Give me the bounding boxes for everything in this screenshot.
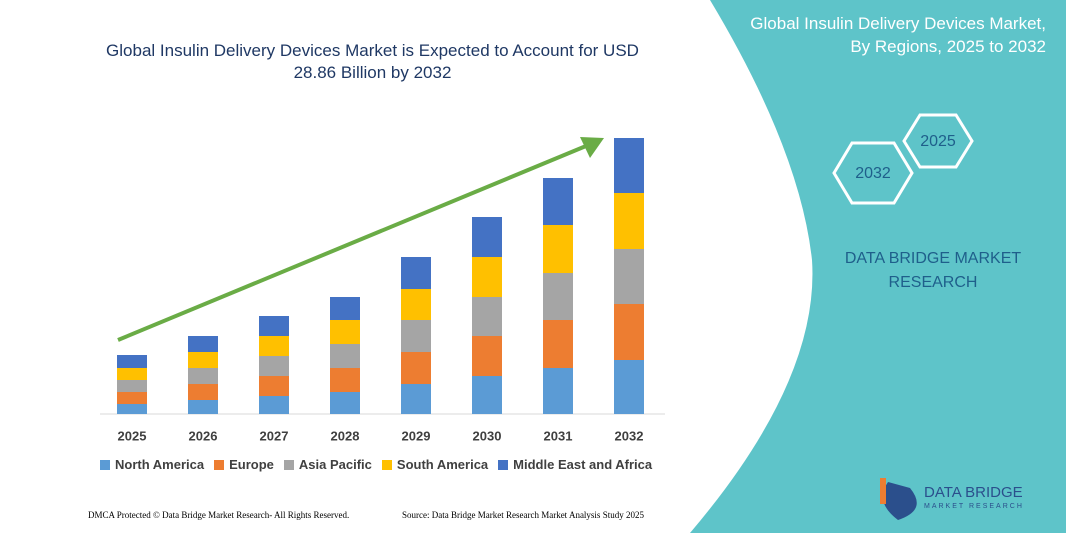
legend-swatch	[100, 459, 110, 470]
bar-segment	[472, 217, 502, 257]
x-tick-label: 2028	[331, 428, 360, 443]
legend-label: Europe	[229, 457, 274, 472]
bar-segment	[401, 257, 431, 289]
bar-segment	[117, 380, 147, 392]
x-tick-label: 2026	[189, 428, 218, 443]
x-tick-label: 2031	[544, 428, 573, 443]
legend-label: North America	[115, 457, 205, 472]
hexagon-label: 2025	[920, 133, 956, 150]
logo-icon	[880, 478, 886, 504]
trend-arrow	[117, 144, 587, 342]
x-tick-label: 2030	[473, 428, 502, 443]
footer-right: Source: Data Bridge Market Research Mark…	[402, 510, 644, 520]
legend-swatch	[498, 459, 509, 470]
bar-segment	[543, 225, 573, 273]
legend-item: Middle East and Africa	[498, 457, 652, 472]
bar-segment	[472, 376, 502, 414]
legend-label: South America	[396, 457, 489, 472]
legend-label: Middle East and Africa	[513, 457, 653, 472]
footer-left: DMCA Protected © Data Bridge Market Rese…	[88, 510, 350, 520]
hexagon	[832, 141, 914, 205]
arrow-head	[580, 137, 604, 158]
bar-segment	[188, 384, 218, 400]
bar-segment	[401, 384, 431, 414]
bar-segment	[117, 355, 147, 368]
bar-segment	[330, 320, 360, 344]
bar-segment	[614, 193, 644, 249]
bar-segment	[259, 356, 289, 376]
x-tick-label: 2025	[118, 428, 147, 443]
bar-segment	[259, 316, 289, 336]
x-tick-label: 2032	[615, 428, 644, 443]
x-tick-label: 2029	[402, 428, 431, 443]
logo-name: DATA BRIDGE	[924, 484, 1023, 501]
bar-segment	[259, 396, 289, 414]
bar-segment	[401, 320, 431, 352]
bar-segment	[543, 273, 573, 320]
bar-segment	[259, 336, 289, 356]
bar-segment	[117, 392, 147, 404]
legend-item: Asia Pacific	[283, 457, 372, 472]
hexagon	[902, 113, 974, 169]
logo-icon	[882, 482, 917, 520]
legend-item: North America	[100, 457, 204, 472]
bar-segment	[614, 138, 644, 193]
bar-segment	[117, 404, 147, 414]
legend-item: South America	[381, 457, 489, 472]
side-panel	[690, 0, 1066, 533]
bars: 2025 2026 2027 2028 2029 2030 2031 2032	[117, 138, 644, 443]
bar-segment	[259, 376, 289, 396]
panel-brand: DATA BRIDGE MARKET RESEARCH	[844, 250, 1022, 291]
bar-segment	[401, 352, 431, 384]
bar-segment	[330, 368, 360, 392]
panel-title: Global Insulin Delivery Devices Market, …	[750, 14, 1046, 56]
bar-segment	[543, 320, 573, 368]
bar-segment	[401, 289, 431, 320]
bar-segment	[188, 400, 218, 414]
bar-segment	[188, 336, 218, 352]
legend-label: Asia Pacific	[298, 457, 372, 472]
logo-tagline: MARKET RESEARCH	[924, 503, 1024, 510]
bar-segment	[614, 249, 644, 304]
bar-segment	[614, 360, 644, 414]
bar-segment	[117, 368, 147, 380]
bar-segment	[472, 336, 502, 376]
bar-segment	[543, 178, 573, 225]
bar-segment	[472, 257, 502, 297]
legend: North America Europe Asia Pacific South Ame…	[100, 457, 652, 472]
bar-segment	[330, 344, 360, 368]
legend-swatch	[381, 459, 392, 470]
legend-item: Europe	[214, 457, 274, 472]
chart-title: Global Insulin Delivery Devices Market i…	[106, 41, 639, 82]
bar-segment	[614, 304, 644, 360]
legend-swatch	[214, 459, 225, 470]
hexagon-label: 2032	[855, 165, 891, 182]
bar-segment	[472, 297, 502, 336]
bar-segment	[543, 368, 573, 414]
bar-segment	[330, 297, 360, 320]
bar-segment	[188, 352, 218, 368]
legend-swatch	[283, 459, 294, 470]
bar-segment	[188, 368, 218, 384]
bar-segment	[330, 392, 360, 414]
x-tick-label: 2027	[260, 428, 289, 443]
